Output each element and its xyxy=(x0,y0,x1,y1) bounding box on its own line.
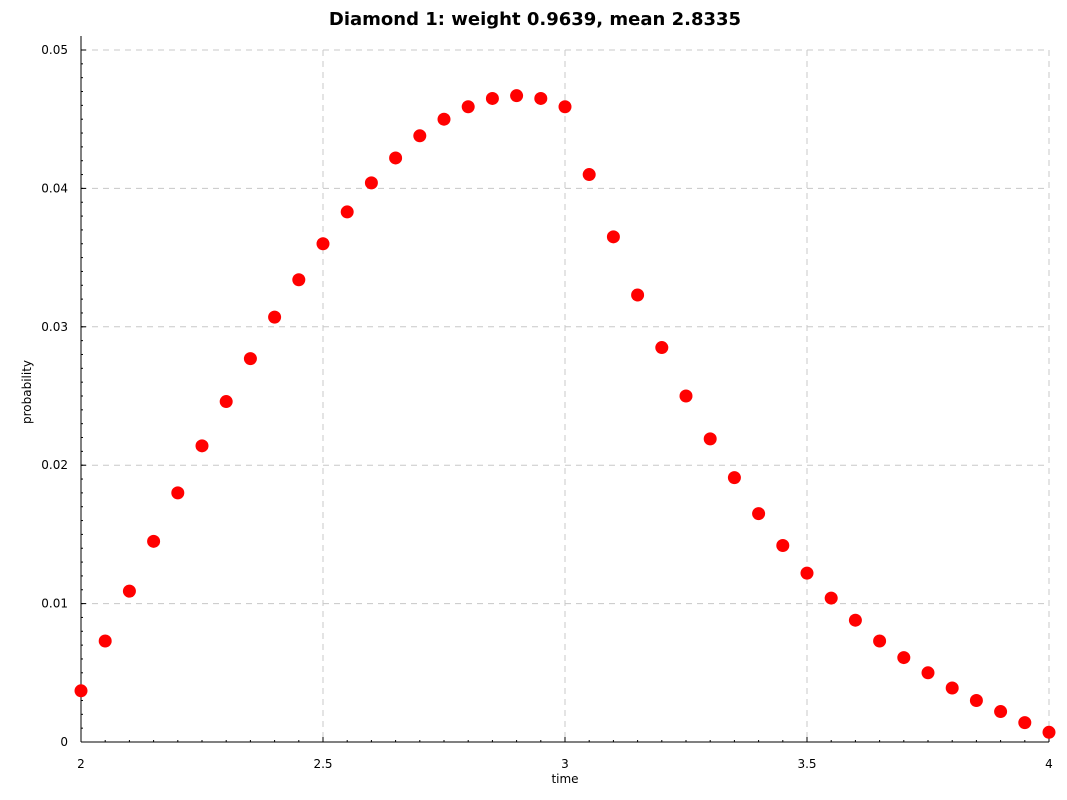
y-axis-label: probability xyxy=(20,360,34,424)
data-point xyxy=(292,273,306,287)
x-tick-label: 4 xyxy=(1045,757,1053,771)
data-point xyxy=(534,91,548,105)
grid-lines xyxy=(81,49,1050,742)
data-point xyxy=(510,89,524,103)
data-point xyxy=(945,681,959,695)
data-point xyxy=(364,176,378,190)
data-point xyxy=(703,432,717,446)
data-point xyxy=(897,651,911,665)
x-tick-label: 2.5 xyxy=(313,757,332,771)
data-point xyxy=(219,395,233,409)
y-tick-label: 0.01 xyxy=(41,597,68,611)
data-point xyxy=(969,693,983,707)
data-point xyxy=(437,112,451,126)
data-point xyxy=(316,237,330,251)
data-point xyxy=(98,634,112,648)
data-point xyxy=(558,100,572,114)
data-point xyxy=(631,288,645,302)
y-tick-label: 0.03 xyxy=(41,320,68,334)
tick-labels: 0 0.01 0.02 0.03 0.04 0.05 2 2.5 3 3.5 4 xyxy=(41,43,1053,771)
y-tick-label: 0.05 xyxy=(41,43,68,57)
data-point xyxy=(606,230,620,244)
data-point xyxy=(655,341,669,355)
x-tick-label: 3.5 xyxy=(797,757,816,771)
y-tick-label: 0.02 xyxy=(41,458,68,472)
data-point xyxy=(74,684,88,698)
data-point xyxy=(243,352,257,366)
chart-title: Diamond 1: weight 0.9639, mean 2.8335 xyxy=(329,9,741,30)
data-point xyxy=(994,705,1008,719)
data-point xyxy=(679,389,693,403)
data-point xyxy=(485,91,499,105)
data-point xyxy=(582,168,596,182)
data-point xyxy=(389,151,403,165)
data-point xyxy=(873,634,887,648)
y-tick-label: 0.04 xyxy=(41,181,68,195)
data-point xyxy=(413,129,427,143)
x-axis-label: time xyxy=(551,772,578,786)
data-point xyxy=(1018,716,1032,730)
data-point xyxy=(340,205,354,219)
x-tick-label: 2 xyxy=(77,757,85,771)
data-point xyxy=(848,613,862,627)
x-tick-label: 3 xyxy=(561,757,569,771)
data-point xyxy=(776,538,790,552)
data-point xyxy=(1042,725,1056,739)
y-tick-label: 0 xyxy=(60,735,68,749)
data-point xyxy=(171,486,185,500)
data-point xyxy=(195,439,209,453)
data-point xyxy=(461,100,475,114)
data-point xyxy=(122,584,136,598)
data-point xyxy=(727,471,741,485)
data-points xyxy=(74,89,1056,739)
axes xyxy=(80,36,1050,743)
data-point xyxy=(921,666,935,680)
data-point xyxy=(147,534,161,548)
data-point xyxy=(752,507,766,521)
data-point xyxy=(824,591,838,605)
data-point xyxy=(268,310,282,324)
data-point xyxy=(800,566,814,580)
